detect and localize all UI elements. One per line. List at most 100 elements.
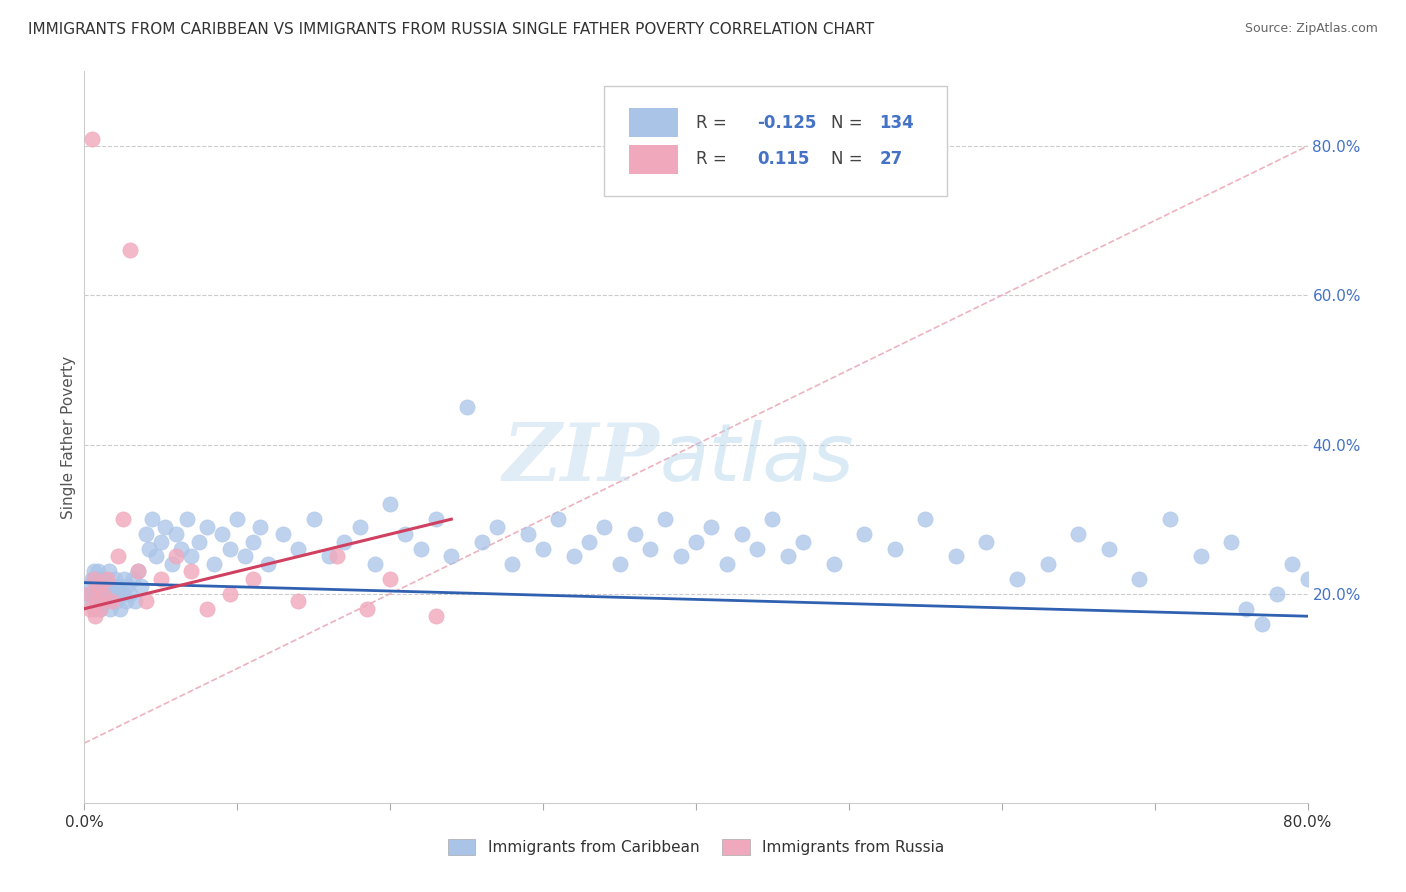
Point <box>823 557 845 571</box>
Point <box>471 534 494 549</box>
Point <box>94 579 117 593</box>
Point <box>80 131 103 145</box>
Point <box>914 512 936 526</box>
Point <box>685 534 707 549</box>
Point <box>669 549 692 564</box>
Point <box>333 534 356 549</box>
Point <box>127 565 149 579</box>
Point <box>1358 572 1381 586</box>
Point <box>104 572 127 586</box>
Point <box>107 549 129 564</box>
Text: R =: R = <box>696 113 733 131</box>
Point <box>1005 572 1028 586</box>
Point <box>97 565 120 579</box>
Point <box>1372 587 1395 601</box>
Point <box>731 527 754 541</box>
Point <box>287 594 309 608</box>
Point <box>1265 587 1288 601</box>
Point <box>1098 542 1121 557</box>
Point <box>271 527 294 541</box>
Point <box>122 572 145 586</box>
Point <box>180 565 202 579</box>
Point <box>562 549 585 564</box>
Point <box>1189 549 1212 564</box>
Point <box>180 549 202 564</box>
Point <box>114 594 136 608</box>
Point <box>112 572 135 586</box>
Point <box>1159 512 1181 526</box>
Point <box>80 594 103 608</box>
Point <box>89 601 111 615</box>
Point <box>105 594 128 608</box>
Point <box>531 542 554 557</box>
Point <box>1388 624 1406 639</box>
Point <box>578 534 600 549</box>
Point <box>654 512 676 526</box>
Point <box>624 527 647 541</box>
Point <box>111 512 134 526</box>
Point <box>87 579 110 593</box>
Point <box>93 572 115 586</box>
Point <box>456 401 478 415</box>
Point <box>1312 624 1334 639</box>
Point <box>127 565 149 579</box>
Point <box>120 587 142 601</box>
Point <box>111 587 134 601</box>
Point <box>440 549 463 564</box>
Point <box>135 594 157 608</box>
Point <box>87 587 110 601</box>
Text: N =: N = <box>831 150 868 168</box>
Point <box>89 572 111 586</box>
Point <box>84 587 107 601</box>
Point <box>761 512 783 526</box>
Point <box>188 534 211 549</box>
Point <box>792 534 814 549</box>
Point <box>1250 616 1272 631</box>
Point <box>155 519 177 533</box>
Point <box>86 579 108 593</box>
Point <box>409 542 432 557</box>
Point <box>233 549 256 564</box>
Text: 0.115: 0.115 <box>758 150 810 168</box>
Point <box>129 579 152 593</box>
Point <box>700 519 723 533</box>
Point <box>195 601 218 615</box>
Point <box>86 594 108 608</box>
Point <box>318 549 340 564</box>
Text: N =: N = <box>831 113 868 131</box>
Point <box>425 609 447 624</box>
Point <box>83 572 105 586</box>
Point <box>165 527 187 541</box>
Point <box>86 594 108 608</box>
Point <box>325 549 347 564</box>
Point <box>170 542 193 557</box>
Point <box>883 542 905 557</box>
Point <box>218 542 240 557</box>
Point <box>124 594 146 608</box>
Point <box>84 609 107 624</box>
Point <box>516 527 538 541</box>
Point <box>160 557 183 571</box>
Text: R =: R = <box>696 150 733 168</box>
Point <box>302 512 325 526</box>
Text: 134: 134 <box>880 113 914 131</box>
Point <box>83 565 105 579</box>
Point <box>287 542 309 557</box>
Point <box>211 527 233 541</box>
Text: Source: ZipAtlas.com: Source: ZipAtlas.com <box>1244 22 1378 36</box>
Point <box>776 549 799 564</box>
Point <box>135 527 157 541</box>
Point <box>115 579 138 593</box>
Point <box>1036 557 1059 571</box>
Point <box>107 579 129 593</box>
Point <box>84 572 107 586</box>
Point <box>349 519 371 533</box>
Point <box>145 549 167 564</box>
Point <box>195 519 218 533</box>
Point <box>218 587 240 601</box>
Point <box>1067 527 1090 541</box>
Point <box>96 587 118 601</box>
Point <box>747 542 769 557</box>
Point <box>394 527 416 541</box>
Point <box>486 519 509 533</box>
